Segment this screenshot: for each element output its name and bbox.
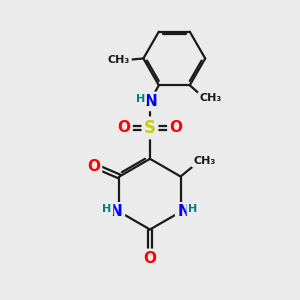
Text: CH₃: CH₃	[108, 55, 130, 65]
Text: N: N	[145, 94, 158, 109]
Text: H: H	[136, 94, 145, 104]
Text: O: O	[169, 120, 182, 135]
Text: O: O	[118, 120, 130, 135]
Text: N: N	[110, 204, 123, 219]
Text: O: O	[143, 251, 157, 266]
Text: H: H	[188, 205, 198, 214]
Text: S: S	[144, 119, 156, 137]
Text: CH₃: CH₃	[193, 156, 215, 166]
Text: CH₃: CH₃	[199, 94, 221, 103]
Text: N: N	[177, 204, 190, 219]
Text: O: O	[87, 159, 100, 174]
Text: H: H	[102, 205, 112, 214]
